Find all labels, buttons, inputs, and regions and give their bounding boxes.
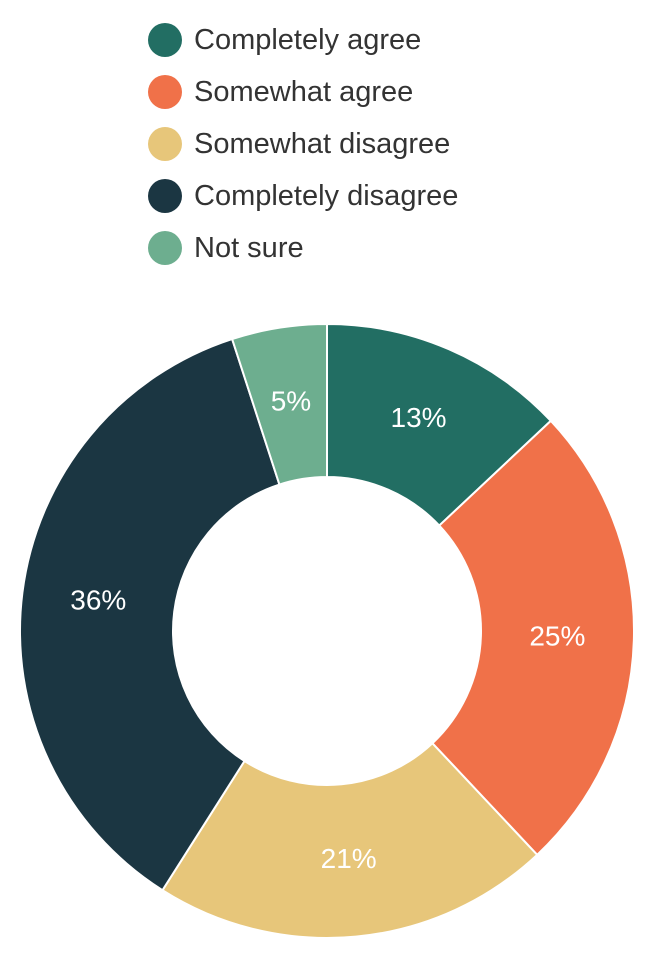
- legend-item-somewhat-disagree[interactable]: Somewhat disagree: [148, 118, 458, 170]
- donut-slice-completely-disagree[interactable]: [19, 337, 281, 892]
- legend-swatch-icon: [148, 23, 182, 57]
- legend-swatch-icon: [148, 75, 182, 109]
- legend-label: Completely agree: [194, 23, 422, 56]
- legend-item-completely-agree[interactable]: Completely agree: [148, 14, 458, 66]
- donut-labels: 13% 25% 21% 36% 5%: [70, 386, 585, 874]
- slice-label-somewhat-agree: 25%: [529, 621, 585, 652]
- slice-label-not-sure: 5%: [271, 386, 311, 417]
- legend-item-not-sure[interactable]: Not sure: [148, 222, 458, 274]
- legend-label: Not sure: [194, 231, 304, 264]
- slice-label-somewhat-disagree: 21%: [321, 843, 377, 874]
- legend-swatch-icon: [148, 127, 182, 161]
- chart-legend: Completely agree Somewhat agree Somewhat…: [148, 14, 458, 274]
- legend-item-completely-disagree[interactable]: Completely disagree: [148, 170, 458, 222]
- donut-slices: [19, 322, 635, 939]
- legend-label: Somewhat disagree: [194, 127, 451, 160]
- legend-item-somewhat-agree[interactable]: Somewhat agree: [148, 66, 458, 118]
- donut-slice-somewhat-disagree[interactable]: [161, 741, 539, 939]
- legend-label: Somewhat agree: [194, 75, 414, 108]
- slice-label-completely-agree: 13%: [391, 402, 447, 433]
- donut-slice-completely-agree[interactable]: [326, 322, 553, 527]
- legend-label: Completely disagree: [194, 179, 459, 212]
- legend-swatch-icon: [148, 179, 182, 213]
- donut-slice-somewhat-agree[interactable]: [431, 419, 635, 857]
- donut-slice-not-sure[interactable]: [230, 322, 328, 486]
- legend-swatch-icon: [148, 231, 182, 265]
- slice-label-completely-disagree: 36%: [70, 585, 126, 616]
